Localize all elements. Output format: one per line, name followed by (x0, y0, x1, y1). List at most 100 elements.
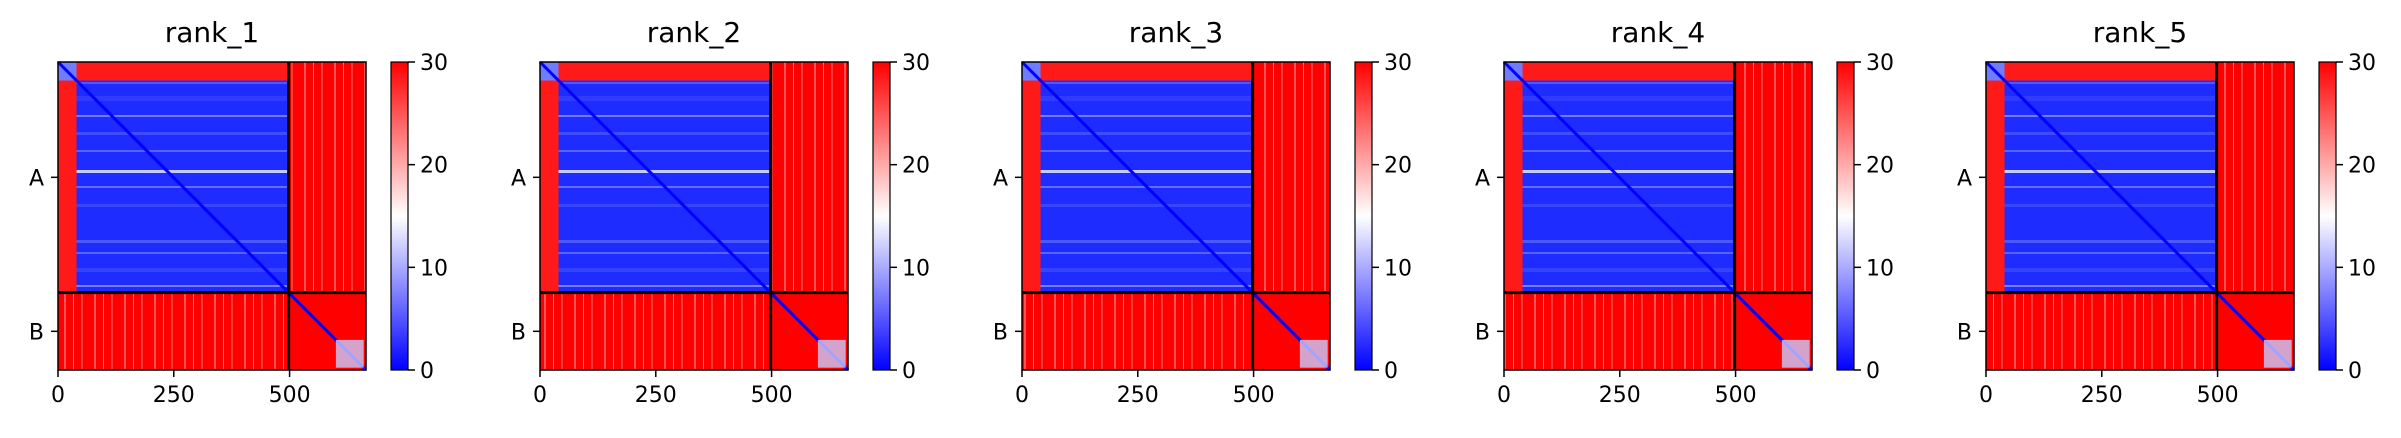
terminal-strip-top (2004, 62, 2217, 81)
colorbar-tick-label: 20 (1384, 154, 1412, 179)
block-b-a (540, 292, 771, 370)
colorbar-gradient (1836, 61, 1855, 371)
colorbar-tick-label: 30 (1866, 51, 1894, 76)
colorbar-tick-label: 10 (2348, 256, 2376, 281)
colorbar-gradient (872, 61, 891, 371)
terminal-strip-left (1986, 80, 2005, 293)
chart-title: rank_1 (165, 16, 259, 49)
terminal-strip-top (1040, 62, 1253, 81)
domain-b-core (2263, 339, 2292, 368)
y-tick-label: A (1957, 166, 1972, 191)
y-tick-label: B (993, 320, 1008, 345)
colorbar-tick-label: 20 (1866, 154, 1894, 179)
x-tick-label: 0 (1979, 383, 1993, 408)
chart-title: rank_3 (1129, 16, 1223, 49)
chart-title: rank_5 (2093, 16, 2187, 49)
panel-5: rank_5 0 250 500 A B 0 10 20 30 (1957, 16, 2376, 408)
chart-title: rank_4 (1611, 16, 1705, 49)
colorbar-tick-label: 10 (1866, 256, 1894, 281)
colorbar-tick-label: 30 (902, 51, 930, 76)
x-tick-label: 500 (1715, 383, 1757, 408)
x-tick-label: 250 (2081, 383, 2123, 408)
heatmap (1984, 60, 2296, 372)
axes-frame (57, 61, 367, 371)
axes-frame (1503, 61, 1813, 371)
heatmap (538, 60, 850, 372)
heatmap (1502, 60, 1814, 372)
axes-frame (1021, 61, 1331, 371)
chart-title: rank_2 (647, 16, 741, 49)
colorbar-tick-label: 20 (2348, 154, 2376, 179)
x-tick-label: 500 (269, 383, 311, 408)
terminal-strip-left (540, 80, 559, 293)
y-tick-label: B (1475, 320, 1490, 345)
x-tick-label: 0 (1015, 383, 1029, 408)
diagonal-a (1502, 60, 1736, 294)
block-b-a (1986, 292, 2217, 370)
domain-b-core (1781, 339, 1810, 368)
x-tick-label: 250 (1599, 383, 1641, 408)
terminal-strip-left (58, 80, 77, 293)
colorbar-gradient (1354, 61, 1373, 371)
colorbar-tick-label: 0 (1866, 359, 1880, 384)
y-tick-label: B (1957, 320, 1972, 345)
y-tick-label: A (1475, 166, 1490, 191)
heatmap (1020, 60, 1332, 372)
y-tick-label: A (993, 166, 1008, 191)
y-tick-label: A (511, 166, 526, 191)
panel-1: rank_1 0 250 500 A B 0 10 20 30 (29, 16, 448, 408)
colorbar-gradient (2318, 61, 2337, 371)
block-b-a (1504, 292, 1735, 370)
terminal-strip-top (558, 62, 771, 81)
heatmap (56, 60, 368, 372)
x-tick-label: 250 (1117, 383, 1159, 408)
block-a-b (2216, 62, 2294, 293)
diagonal-a (1984, 60, 2218, 294)
x-tick-label: 0 (1497, 383, 1511, 408)
terminal-strip-left (1022, 80, 1041, 293)
x-tick-label: 500 (2197, 383, 2239, 408)
colorbar-gradient (390, 61, 409, 371)
colorbar-tick-label: 20 (420, 154, 448, 179)
colorbar-tick-label: 0 (2348, 359, 2362, 384)
colorbar: 0 10 20 30 (872, 51, 930, 384)
block-a-b (1252, 62, 1330, 293)
colorbar-tick-label: 0 (420, 359, 434, 384)
terminal-strip-top (76, 62, 289, 81)
diagonal-a (538, 60, 772, 294)
colorbar: 0 10 20 30 (2318, 51, 2376, 384)
block-b-a (58, 292, 289, 370)
diagonal-a (56, 60, 290, 294)
domain-b-core (1299, 339, 1328, 368)
axes-frame (539, 61, 849, 371)
terminal-strip-top (1522, 62, 1735, 81)
x-tick-label: 250 (635, 383, 677, 408)
colorbar-tick-label: 20 (902, 154, 930, 179)
diagonal-a (1020, 60, 1254, 294)
y-tick-label: B (29, 320, 44, 345)
colorbar-tick-label: 10 (420, 256, 448, 281)
block-a-b (770, 62, 848, 293)
x-tick-label: 500 (751, 383, 793, 408)
panel-2: rank_2 0 250 500 A B 0 10 20 30 (511, 16, 930, 408)
block-a-b (288, 62, 366, 293)
x-tick-label: 500 (1233, 383, 1275, 408)
colorbar-tick-label: 30 (1384, 51, 1412, 76)
colorbar-tick-label: 30 (2348, 51, 2376, 76)
domain-b-core (335, 339, 364, 368)
y-tick-label: A (29, 166, 44, 191)
axes-frame (1985, 61, 2295, 371)
colorbar-tick-label: 0 (1384, 359, 1398, 384)
block-a-b (1734, 62, 1812, 293)
domain-b-core (817, 339, 846, 368)
colorbar-tick-label: 30 (420, 51, 448, 76)
panel-3: rank_3 0 250 500 A B 0 10 20 30 (993, 16, 1412, 408)
x-tick-label: 0 (51, 383, 65, 408)
y-tick-label: B (511, 320, 526, 345)
x-tick-label: 0 (533, 383, 547, 408)
x-tick-label: 250 (153, 383, 195, 408)
colorbar: 0 10 20 30 (1354, 51, 1412, 384)
colorbar-tick-label: 10 (902, 256, 930, 281)
block-b-a (1022, 292, 1253, 370)
